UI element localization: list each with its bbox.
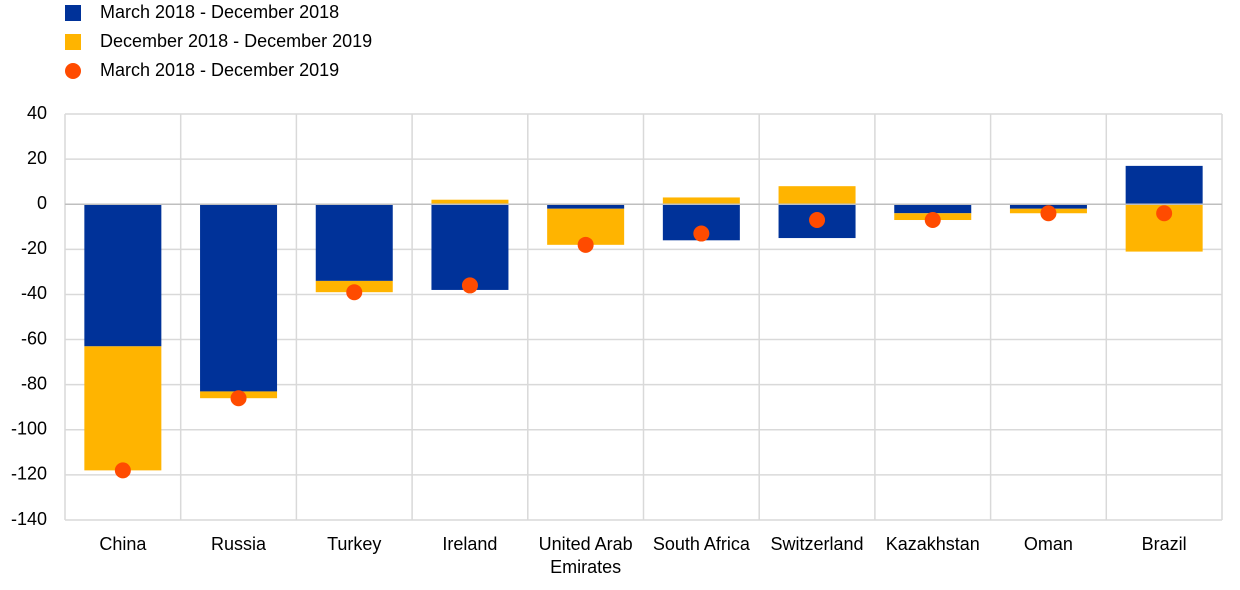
y-tick-label: -140 bbox=[11, 509, 47, 529]
dot bbox=[1040, 205, 1057, 222]
dot bbox=[114, 462, 131, 479]
y-tick-label: -80 bbox=[21, 373, 47, 393]
x-tick-label: South Africa bbox=[652, 534, 750, 554]
bar bbox=[662, 197, 740, 205]
legend-label: March 2018 - December 2018 bbox=[100, 2, 339, 22]
dot bbox=[1156, 205, 1173, 222]
dot bbox=[577, 236, 594, 253]
x-tick-label: Kazakhstan bbox=[885, 534, 980, 554]
bar bbox=[84, 346, 162, 471]
legend-marker bbox=[65, 63, 81, 79]
x-tick-label: United Arab Emirates bbox=[538, 534, 633, 577]
x-tick-label: Oman bbox=[1023, 534, 1073, 554]
y-tick-label: -60 bbox=[21, 328, 47, 348]
x-tick-label: Ireland bbox=[442, 534, 498, 554]
dot bbox=[461, 277, 478, 294]
dot bbox=[230, 390, 247, 407]
bar bbox=[84, 204, 162, 347]
y-tick-label: -40 bbox=[21, 283, 47, 303]
legend-label: March 2018 - December 2019 bbox=[100, 60, 339, 80]
y-tick-label: -20 bbox=[21, 238, 47, 258]
legend-marker bbox=[65, 5, 81, 21]
bar bbox=[547, 204, 625, 209]
y-tick-label: 0 bbox=[37, 193, 47, 213]
bar bbox=[431, 204, 509, 290]
dot bbox=[693, 225, 710, 242]
dot bbox=[924, 212, 941, 229]
x-tick-label: Russia bbox=[211, 534, 267, 554]
bar bbox=[1125, 165, 1203, 205]
bar bbox=[431, 199, 509, 205]
x-tick-label: China bbox=[99, 534, 147, 554]
x-tick-label: Turkey bbox=[327, 534, 382, 554]
dot bbox=[809, 212, 826, 229]
bar bbox=[894, 204, 972, 214]
dot bbox=[346, 284, 363, 301]
y-tick-label: 40 bbox=[27, 103, 47, 123]
legend-marker bbox=[65, 34, 81, 50]
bar bbox=[200, 204, 278, 392]
y-tick-label: 20 bbox=[27, 148, 47, 168]
y-tick-label: -100 bbox=[11, 419, 47, 439]
x-tick-label: Brazil bbox=[1141, 534, 1187, 554]
bar bbox=[315, 204, 393, 281]
bar bbox=[778, 186, 856, 205]
y-tick-label: -120 bbox=[11, 464, 47, 484]
legend-label: December 2018 - December 2019 bbox=[100, 31, 372, 51]
x-tick-label: Switzerland bbox=[770, 534, 864, 554]
